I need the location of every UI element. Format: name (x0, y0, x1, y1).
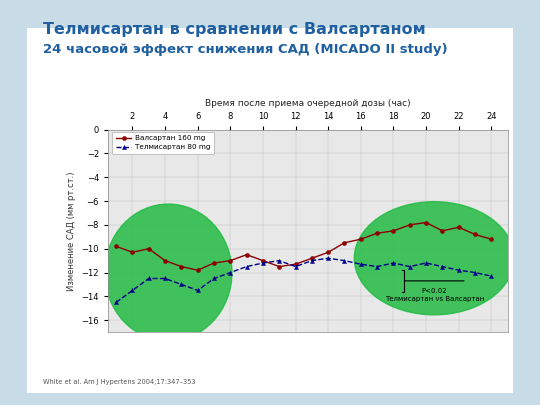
Телмисартан 80 mg (309, 258, 315, 263)
X-axis label: Время после приема очередной дозы (час): Время после приема очередной дозы (час) (205, 99, 410, 108)
Y-axis label: Изменение САД (мм рт.ст.): Изменение САД (мм рт.ст.) (67, 171, 76, 291)
Line: Валсартан 160 mg: Валсартан 160 mg (114, 220, 494, 272)
Телмисартан 80 mg (129, 288, 136, 293)
Телмисартан 80 mg (407, 264, 413, 269)
Телмисартан 80 mg (455, 268, 462, 273)
Телмисартан 80 mg (162, 276, 168, 281)
Валсартан 160 mg (309, 256, 315, 261)
Валсартан 160 mg (227, 258, 234, 263)
Валсартан 160 mg (374, 231, 380, 236)
Line: Телмисартан 80 mg: Телмисартан 80 mg (114, 256, 494, 305)
Телмисартан 80 mg (178, 282, 185, 287)
Legend: Валсартан 160 mg, Телмисартан 80 mg: Валсартан 160 mg, Телмисартан 80 mg (112, 132, 214, 154)
Телмисартан 80 mg (325, 256, 332, 261)
Валсартан 160 mg (276, 264, 282, 269)
Валсартан 160 mg (341, 240, 348, 245)
Телмисартан 80 mg (423, 260, 429, 265)
Валсартан 160 mg (357, 237, 364, 242)
Валсартан 160 mg (146, 246, 152, 251)
Телмисартан 80 mg (146, 276, 152, 281)
Телмисартан 80 mg (292, 264, 299, 269)
Text: Телмисартан в сравнении с Валсартаном: Телмисартан в сравнении с Валсартаном (43, 22, 426, 37)
Телмисартан 80 mg (276, 258, 282, 263)
Валсартан 160 mg (407, 222, 413, 227)
Телмисартан 80 mg (488, 274, 495, 279)
Телмисартан 80 mg (439, 264, 446, 269)
Телмисартан 80 mg (374, 264, 380, 269)
Валсартан 160 mg (260, 258, 266, 263)
Валсартан 160 mg (244, 252, 250, 257)
Телмисартан 80 mg (472, 270, 478, 275)
Валсартан 160 mg (113, 244, 119, 249)
Валсартан 160 mg (472, 232, 478, 237)
Телмисартан 80 mg (227, 270, 234, 275)
Text: P<0.02
Телмисартан vs Валсартан: P<0.02 Телмисартан vs Валсартан (384, 288, 484, 302)
Валсартан 160 mg (211, 260, 217, 265)
Телмисартан 80 mg (260, 260, 266, 265)
Телмисартан 80 mg (113, 300, 119, 305)
Ellipse shape (354, 202, 514, 315)
Телмисартан 80 mg (211, 276, 217, 281)
Телмисартан 80 mg (390, 260, 397, 265)
Валсартан 160 mg (455, 225, 462, 230)
Телмисартан 80 mg (341, 258, 348, 263)
Телмисартан 80 mg (357, 262, 364, 266)
Валсартан 160 mg (194, 268, 201, 273)
Валсартан 160 mg (178, 264, 185, 269)
Валсартан 160 mg (162, 258, 168, 263)
Телмисартан 80 mg (194, 288, 201, 293)
Валсартан 160 mg (390, 228, 397, 233)
Телмисартан 80 mg (244, 264, 250, 269)
Валсартан 160 mg (292, 262, 299, 266)
Валсартан 160 mg (423, 220, 429, 225)
Валсартан 160 mg (439, 228, 446, 233)
Text: 24 часовой эффект снижения САД (MICADO II study): 24 часовой эффект снижения САД (MICADO I… (43, 43, 448, 55)
Валсартан 160 mg (129, 250, 136, 255)
Валсартан 160 mg (488, 237, 495, 242)
Валсартан 160 mg (325, 250, 332, 255)
Text: White et al. Am J Hypertens 2004;17:347–353: White et al. Am J Hypertens 2004;17:347–… (43, 379, 195, 385)
Ellipse shape (105, 204, 232, 341)
